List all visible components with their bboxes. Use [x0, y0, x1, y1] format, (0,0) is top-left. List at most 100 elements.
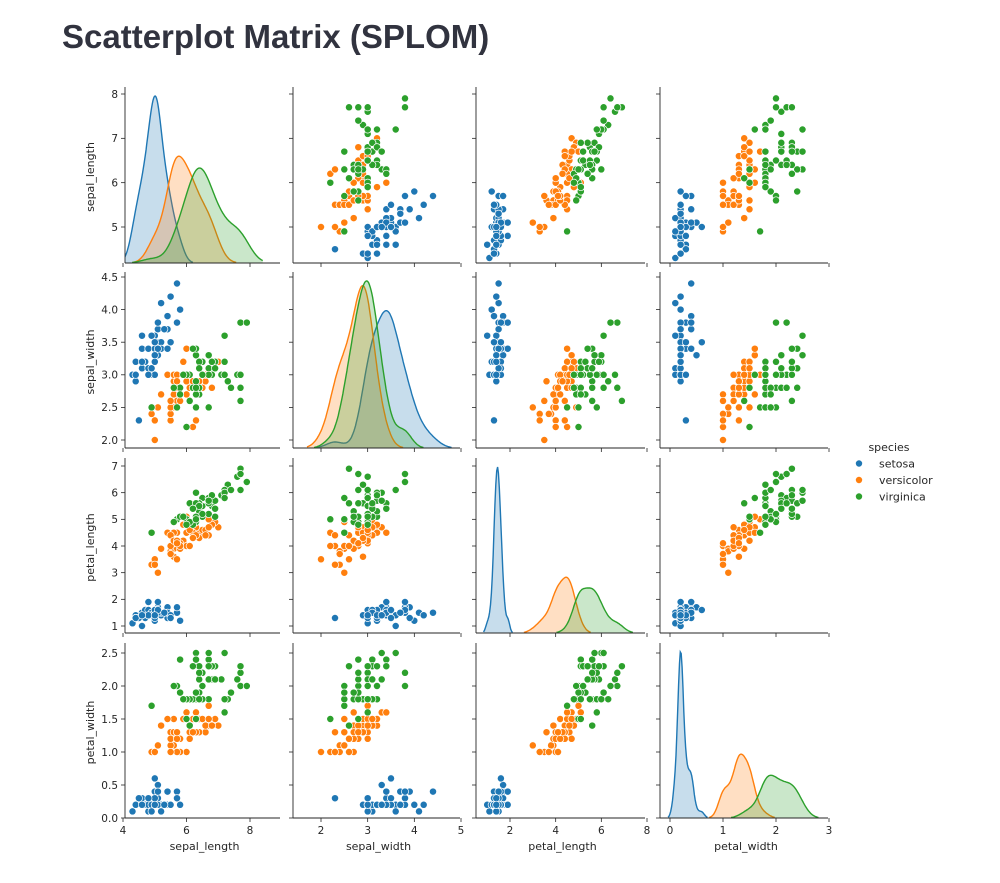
point-virginica: [354, 486, 363, 494]
kde-fill-versicolor: [523, 577, 591, 633]
point-versicolor: [173, 539, 181, 548]
point-setosa: [363, 807, 372, 816]
x-tick-label: 5: [458, 825, 465, 837]
point-setosa: [363, 800, 372, 809]
point-versicolor: [567, 715, 576, 723]
point-setosa: [147, 807, 156, 816]
point-virginica: [772, 478, 780, 486]
point-setosa: [490, 312, 498, 321]
point-setosa: [153, 781, 162, 789]
point-virginica: [373, 491, 381, 500]
point-virginica: [211, 364, 220, 373]
point-versicolor: [150, 748, 159, 756]
y-tick-label: 6: [111, 177, 118, 189]
point-setosa: [687, 205, 696, 214]
y-tick-label: 3.0: [101, 370, 118, 382]
point-virginica: [345, 662, 353, 671]
point-virginica: [613, 668, 622, 677]
point-setosa: [157, 299, 166, 308]
point-virginica: [363, 486, 372, 494]
point-setosa: [363, 231, 372, 240]
point-virginica: [359, 480, 367, 489]
point-setosa: [387, 794, 395, 803]
point-setosa: [415, 214, 423, 223]
point-versicolor: [567, 734, 576, 743]
point-setosa: [499, 781, 508, 789]
point-versicolor: [750, 390, 759, 399]
point-virginica: [382, 655, 391, 664]
point-setosa: [429, 787, 437, 796]
panel-sepal_length-vs-petal_width: [656, 87, 830, 267]
point-virginica: [766, 403, 775, 412]
point-virginica: [401, 478, 409, 486]
point-virginica: [777, 129, 786, 138]
point-virginica: [782, 383, 791, 392]
point-virginica: [761, 364, 770, 373]
point-versicolor: [724, 218, 733, 227]
point-setosa: [676, 377, 685, 386]
point-virginica: [576, 370, 585, 379]
point-setosa: [382, 231, 391, 240]
point-virginica: [236, 370, 245, 379]
point-virginica: [777, 504, 786, 513]
point-virginica: [192, 351, 200, 360]
point-virginica: [787, 370, 796, 379]
point-setosa: [503, 318, 512, 327]
point-versicolor: [540, 396, 549, 405]
point-virginica: [340, 695, 349, 704]
point-virginica: [345, 103, 353, 112]
point-setosa: [331, 245, 339, 254]
point-setosa: [363, 794, 372, 803]
point-versicolor: [349, 708, 358, 717]
point-setosa: [676, 305, 685, 314]
x-tick-label: 2: [773, 825, 780, 837]
point-virginica: [585, 695, 594, 704]
point-versicolor: [373, 183, 381, 192]
point-setosa: [138, 622, 146, 630]
kde-fill-virginica: [731, 775, 819, 818]
point-setosa: [676, 611, 685, 620]
point-virginica: [233, 675, 242, 684]
point-versicolor: [173, 734, 181, 743]
point-setosa: [494, 279, 503, 288]
point-virginica: [740, 396, 749, 405]
point-virginica: [745, 423, 754, 431]
point-versicolor: [734, 192, 743, 200]
point-virginica: [173, 403, 181, 412]
kde-line-virginica: [313, 280, 424, 448]
point-virginica: [563, 403, 572, 412]
point-versicolor: [544, 200, 553, 209]
point-versicolor: [340, 728, 349, 737]
point-setosa: [419, 200, 428, 209]
point-setosa: [401, 787, 409, 796]
kde-fill-virginica: [132, 168, 263, 263]
point-virginica: [192, 390, 200, 399]
point-setosa: [499, 312, 508, 321]
point-virginica: [569, 383, 578, 392]
x-tick-label: 6: [598, 825, 605, 837]
point-virginica: [588, 377, 597, 386]
point-virginica: [588, 396, 597, 405]
point-versicolor: [544, 748, 553, 756]
point-setosa: [681, 245, 690, 254]
point-setosa: [153, 318, 162, 327]
point-virginica: [391, 649, 400, 657]
point-virginica: [377, 147, 386, 156]
point-virginica: [179, 695, 188, 704]
point-setosa: [492, 240, 501, 249]
kde-fill-setosa: [125, 96, 193, 263]
point-versicolor: [173, 555, 181, 564]
point-virginica: [583, 344, 592, 353]
point-setosa: [396, 209, 405, 218]
point-setosa: [692, 351, 701, 360]
point-virginica: [599, 103, 608, 112]
point-setosa: [492, 794, 501, 803]
point-virginica: [787, 103, 796, 112]
point-versicolor: [345, 555, 353, 564]
point-virginica: [787, 357, 796, 366]
point-setosa: [487, 187, 496, 196]
point-versicolor: [150, 416, 159, 425]
point-virginica: [563, 701, 572, 710]
point-virginica: [782, 499, 791, 508]
point-virginica: [597, 165, 606, 174]
